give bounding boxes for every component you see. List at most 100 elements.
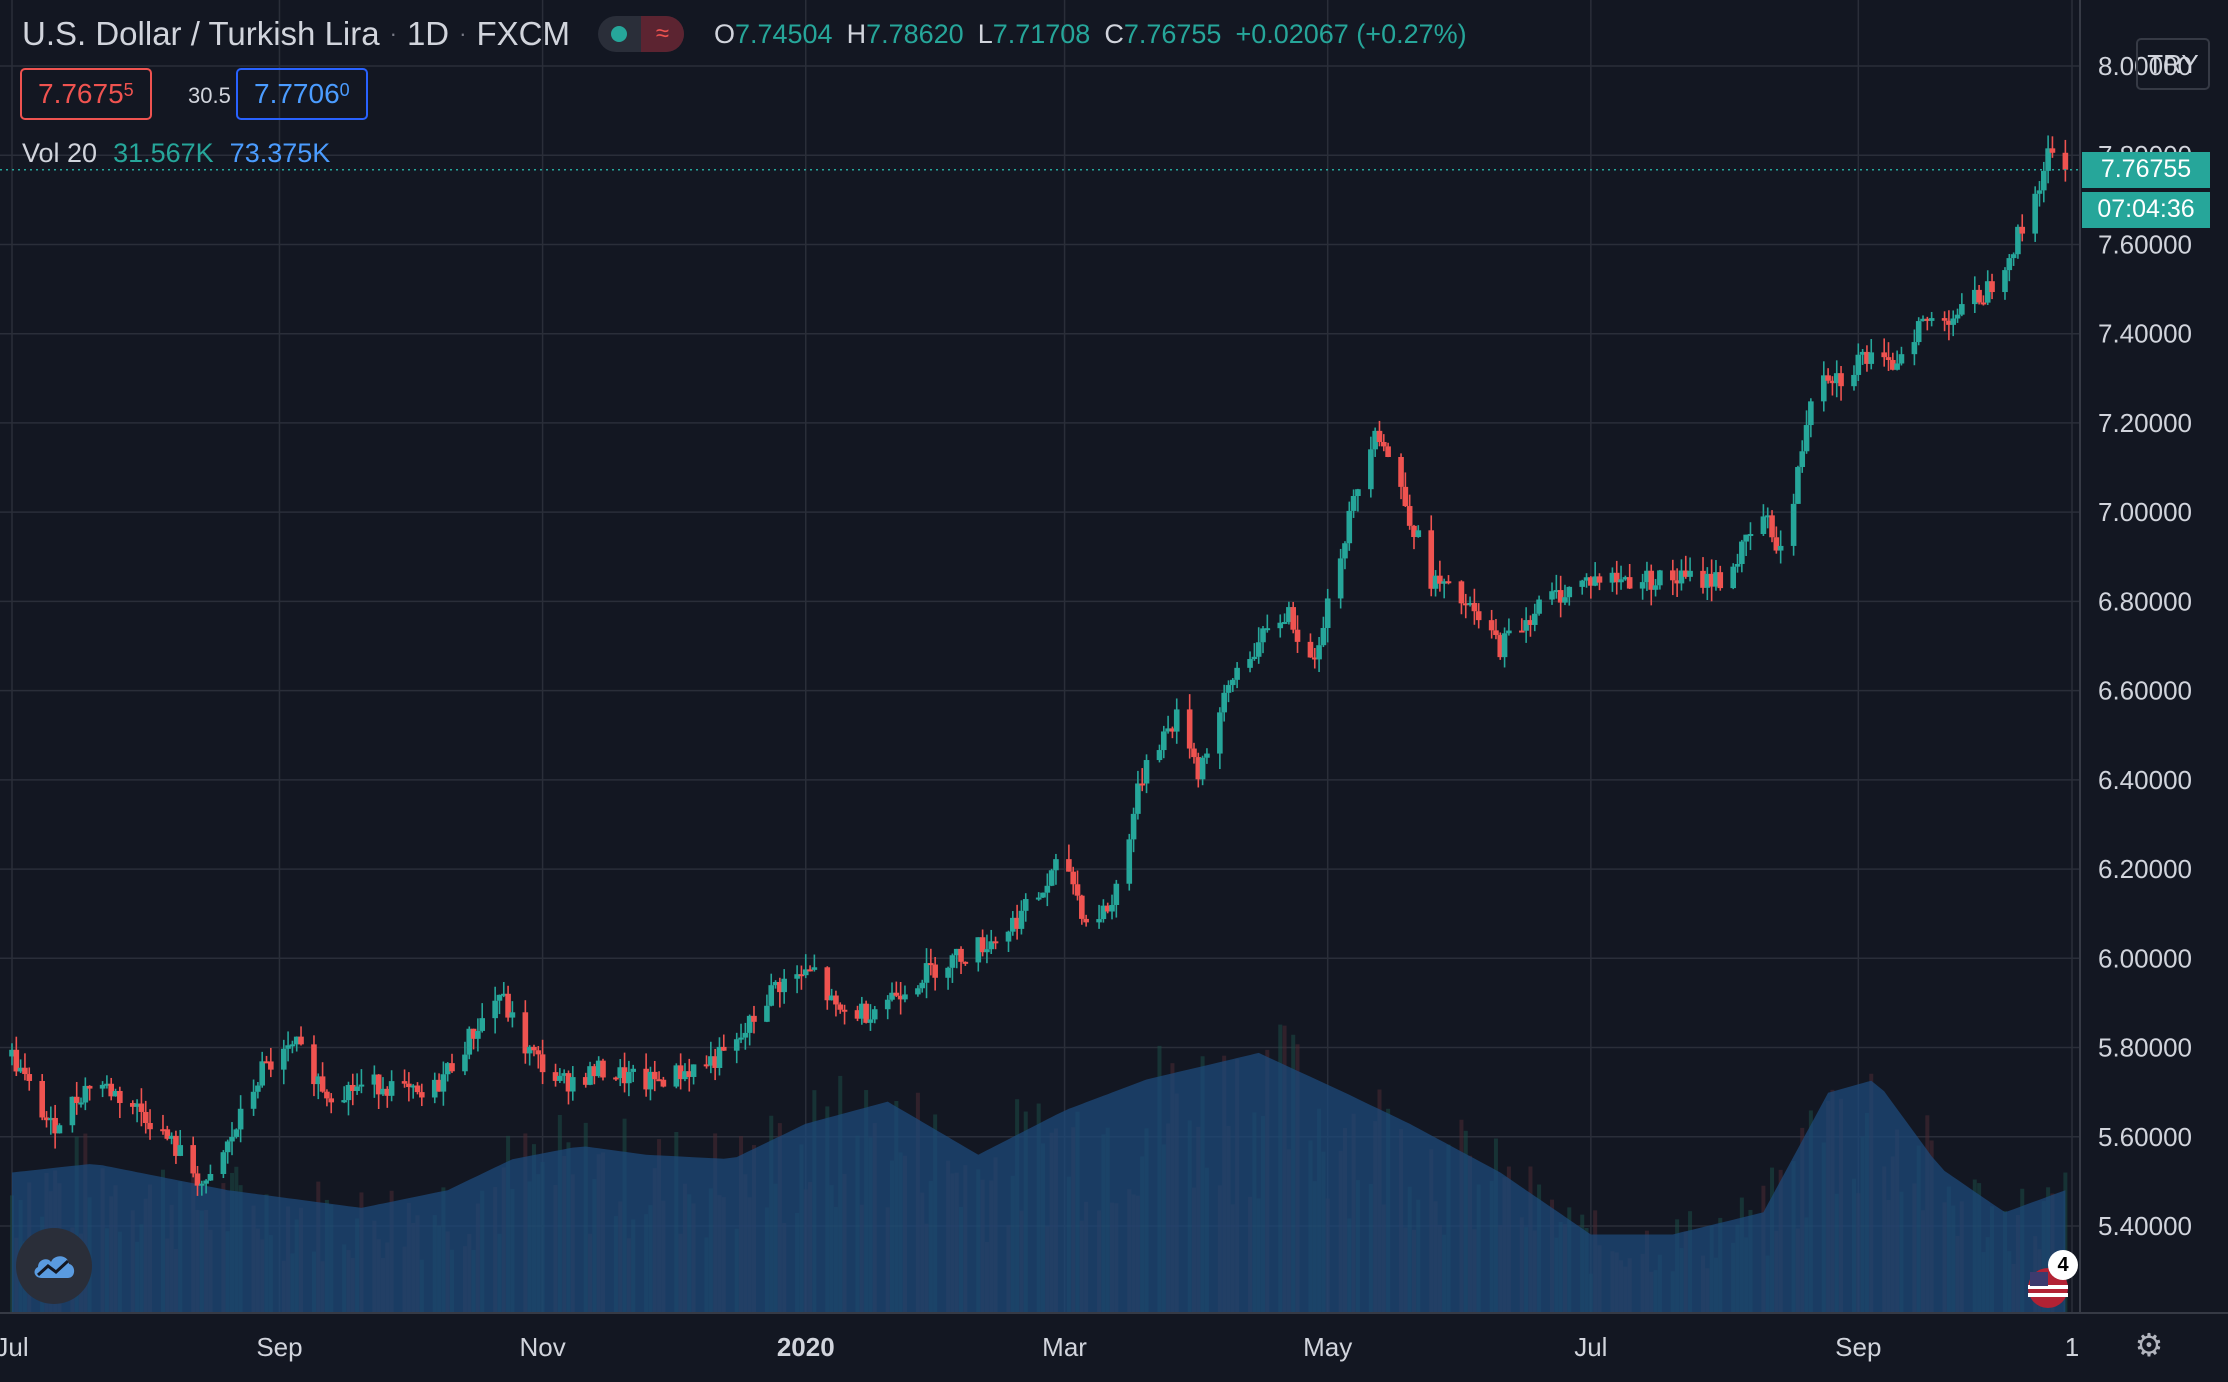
candle-body bbox=[1557, 590, 1564, 603]
buy-button[interactable]: 7.7706 0 bbox=[236, 68, 368, 120]
candle-body bbox=[1760, 516, 1767, 535]
candle-body bbox=[1613, 572, 1620, 583]
candle-body bbox=[492, 1000, 498, 1019]
currency-button[interactable]: TRY bbox=[2136, 38, 2210, 90]
candle-body bbox=[160, 1129, 166, 1132]
candle-body bbox=[173, 1135, 179, 1156]
candle-body bbox=[1950, 318, 1957, 325]
candle-body bbox=[250, 1091, 257, 1109]
time-tick-label: 2020 bbox=[777, 1332, 835, 1362]
candle-body bbox=[1928, 318, 1935, 321]
candle-body bbox=[1920, 318, 1926, 322]
candle-body bbox=[1022, 899, 1029, 911]
candle-body bbox=[626, 1071, 632, 1084]
candle-body bbox=[224, 1141, 231, 1153]
candle-body bbox=[1980, 302, 1987, 305]
candle-body bbox=[1191, 748, 1197, 758]
candle-body bbox=[1501, 633, 1508, 658]
candle-body bbox=[17, 1067, 24, 1072]
candle-body bbox=[1100, 905, 1107, 920]
candle-body bbox=[1385, 446, 1391, 458]
sell-button[interactable]: 7.7675 5 bbox=[20, 68, 152, 120]
close-label: C bbox=[1104, 18, 1124, 49]
candle-body bbox=[561, 1073, 567, 1076]
candle-body bbox=[522, 1012, 529, 1054]
high-value: 7.78620 bbox=[866, 18, 964, 49]
candle-body bbox=[1704, 573, 1711, 588]
candle-body bbox=[1079, 895, 1085, 919]
symbol-header: U.S. Dollar / Turkish Lira · 1D · FXCM ≈… bbox=[22, 14, 1467, 54]
candle-body bbox=[1566, 586, 1573, 598]
market-open-icon bbox=[598, 16, 641, 52]
candle-body bbox=[1885, 357, 1892, 360]
candle-body bbox=[1946, 320, 1952, 325]
candle-body bbox=[1217, 712, 1223, 754]
candle-body bbox=[742, 1032, 749, 1038]
candle-body bbox=[1764, 515, 1771, 518]
candle-body bbox=[565, 1073, 572, 1092]
candle-body bbox=[828, 995, 835, 1001]
candle-body bbox=[1747, 534, 1754, 537]
candle-body bbox=[199, 1183, 205, 1186]
candle-body bbox=[1739, 541, 1745, 565]
candle-body bbox=[1596, 576, 1603, 583]
candle-body bbox=[531, 1046, 537, 1051]
candle-body bbox=[1971, 289, 1978, 305]
candle-body bbox=[1825, 375, 1831, 381]
candle-body bbox=[69, 1096, 76, 1126]
interval-label[interactable]: 1D bbox=[406, 15, 450, 52]
candle-body bbox=[134, 1103, 140, 1107]
candle-body bbox=[919, 982, 926, 989]
volume-legend[interactable]: Vol 20 31.567K 73.375K bbox=[22, 138, 330, 169]
candle-body bbox=[237, 1108, 244, 1130]
candle-body bbox=[328, 1098, 335, 1103]
candle-body bbox=[1803, 425, 1810, 452]
market-status-toggle[interactable]: ≈ bbox=[597, 16, 684, 52]
candle-body bbox=[1411, 525, 1417, 538]
candle-body bbox=[975, 937, 982, 963]
candle-body bbox=[341, 1100, 347, 1103]
candle-body bbox=[962, 961, 969, 964]
candle-body bbox=[1890, 359, 1896, 370]
candle-body bbox=[591, 1066, 598, 1077]
candle-body bbox=[949, 955, 956, 968]
price-tick-label: 6.00000 bbox=[2098, 943, 2192, 973]
exchange-label: FXCM bbox=[476, 15, 570, 52]
candle-body bbox=[1406, 506, 1413, 526]
candle-body bbox=[1104, 905, 1111, 912]
candle-body bbox=[708, 1056, 714, 1066]
candle-body bbox=[1342, 543, 1348, 559]
candle-body bbox=[1380, 441, 1387, 447]
countdown-tag: 07:04:36 bbox=[2082, 191, 2210, 228]
candle-body bbox=[259, 1061, 266, 1086]
events-count-badge: 4 bbox=[2048, 1250, 2078, 1280]
candle-body bbox=[315, 1076, 322, 1085]
settings-gear-icon[interactable]: ⚙ bbox=[2134, 1327, 2164, 1363]
symbol-title[interactable]: U.S. Dollar / Turkish Lira bbox=[22, 15, 380, 52]
candle-body bbox=[1264, 628, 1271, 631]
candle-body bbox=[1277, 622, 1284, 629]
candle-body bbox=[1018, 910, 1025, 929]
price-tick-label: 6.20000 bbox=[2098, 854, 2192, 884]
candle-body bbox=[833, 995, 839, 1005]
candle-body bbox=[837, 1004, 844, 1010]
price-tick-label: 7.20000 bbox=[2098, 408, 2192, 438]
candle-body bbox=[958, 948, 964, 962]
candle-body bbox=[112, 1090, 119, 1097]
candle-body bbox=[479, 1018, 486, 1031]
candle-body bbox=[1622, 577, 1629, 580]
ask-price: 7.7706 bbox=[254, 78, 340, 109]
candle-body bbox=[194, 1173, 201, 1186]
candle-body bbox=[1475, 611, 1482, 621]
tradingview-logo[interactable] bbox=[16, 1228, 92, 1304]
ohlc-values: O7.74504 H7.78620 L7.71708 C7.76755 +0.0… bbox=[714, 19, 1467, 50]
candle-body bbox=[1592, 576, 1598, 586]
candle-body bbox=[380, 1088, 386, 1095]
candle-body bbox=[1372, 430, 1378, 450]
candle-body bbox=[1324, 598, 1331, 628]
candle-body bbox=[928, 963, 934, 966]
price-tick-label: 6.60000 bbox=[2098, 676, 2192, 706]
candle-body bbox=[1795, 467, 1801, 504]
candle-body bbox=[1005, 931, 1012, 942]
